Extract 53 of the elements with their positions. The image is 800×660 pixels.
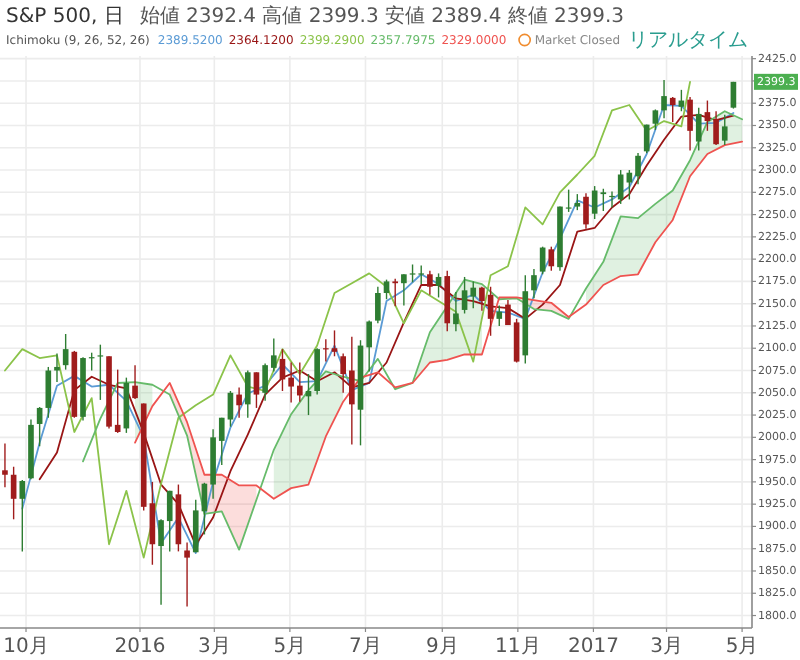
- candlestick: [244, 369, 251, 419]
- chart-title: S&P 500, 日: [6, 6, 124, 28]
- candlestick: [253, 371, 260, 409]
- candlestick: [418, 264, 425, 285]
- x-tick-label: 10月: [3, 636, 49, 658]
- chart-subtitle: 始値 2392.4 高値 2399.3 安値 2389.4 終値 2399.3: [139, 4, 625, 28]
- candlestick: [19, 479, 26, 553]
- candlestick: [635, 152, 641, 185]
- candlestick: [236, 386, 242, 419]
- candlestick: [314, 347, 320, 396]
- candlestick: [444, 270, 451, 333]
- candlestick: [479, 286, 485, 312]
- candlestick: [392, 278, 399, 308]
- candlestick: [661, 79, 667, 120]
- candlestick: [669, 96, 676, 123]
- x-tick-label: 2016: [114, 636, 166, 658]
- x-tick-label: 3月: [197, 636, 231, 658]
- candlestick: [695, 106, 702, 152]
- candlestick: [453, 291, 459, 333]
- x-tick-label: 7月: [349, 636, 382, 658]
- candlestick: [45, 366, 52, 419]
- candlestick: [375, 286, 381, 324]
- candlestick: [383, 278, 390, 300]
- candlestick: [583, 192, 589, 230]
- candlestick: [600, 188, 607, 212]
- candlestick: [531, 268, 537, 300]
- candlestick: [166, 490, 173, 553]
- candlestick: [401, 273, 407, 307]
- text: リアルタイム: [628, 30, 748, 52]
- x-tick-label: 5月: [273, 636, 307, 658]
- candlestick: [184, 541, 190, 608]
- x-tick-label: 2017: [567, 636, 619, 658]
- candlestick: [496, 304, 503, 327]
- candlestick: [687, 96, 693, 152]
- candlestick: [652, 108, 659, 131]
- candlestick: [721, 114, 728, 146]
- x-tick-label: 5月: [725, 636, 759, 658]
- candlestick: [296, 361, 303, 403]
- x-tick-label: 9月: [425, 636, 459, 658]
- candlestick: [713, 110, 719, 146]
- candlestick: [470, 280, 477, 309]
- candlestick: [643, 123, 650, 154]
- candlestick: [97, 343, 104, 401]
- x-tick-label: 11月: [495, 636, 541, 658]
- x-tick-label: 3月: [650, 636, 683, 658]
- candlestick: [54, 352, 60, 383]
- candlestick: [132, 364, 138, 400]
- candlestick: [427, 270, 433, 296]
- candlestick: [2, 442, 8, 488]
- candlestick: [548, 245, 555, 272]
- candlestick: [435, 272, 442, 299]
- candlestick: [331, 329, 338, 357]
- candlestick: [461, 276, 468, 315]
